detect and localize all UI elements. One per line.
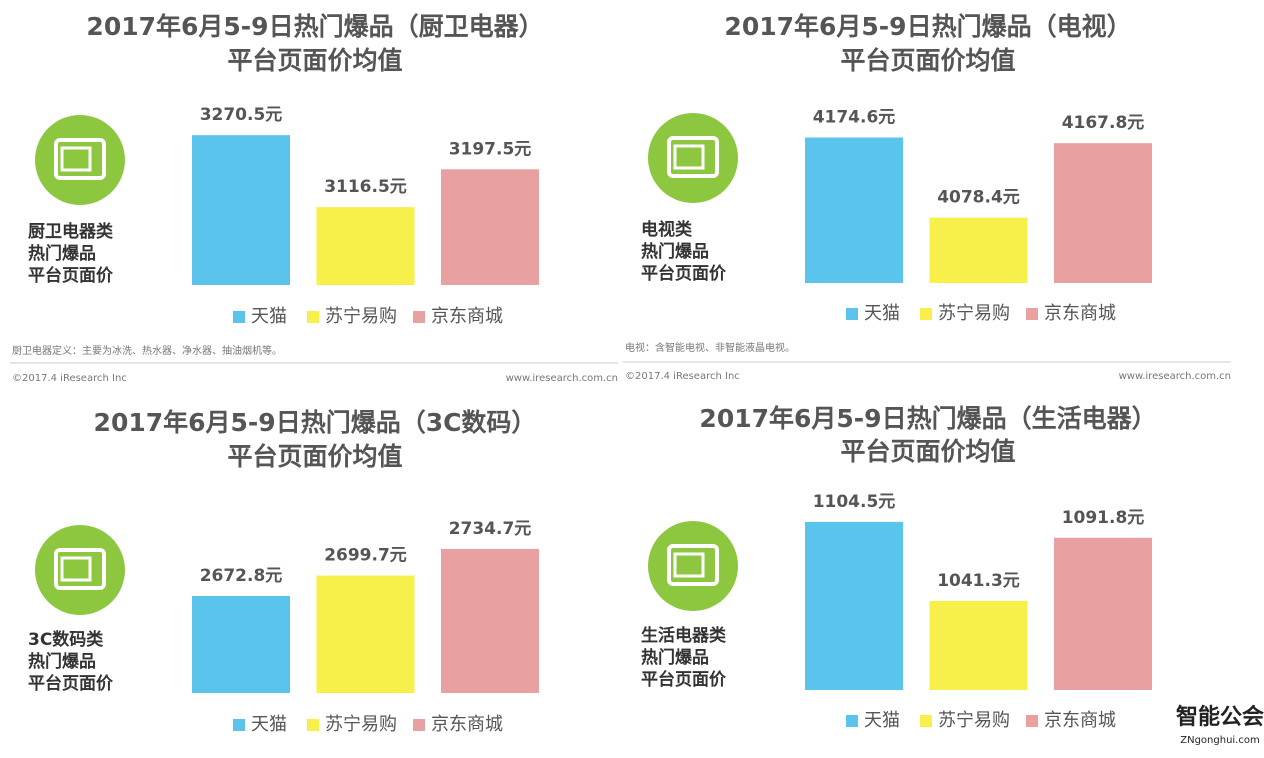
side-label: 生活电器类 bbox=[641, 625, 727, 646]
legend-label: 天猫 bbox=[251, 714, 287, 735]
chart-title: 2017年6月5-9日热门爆品（电视） bbox=[724, 12, 1131, 41]
chart-title: 2017年6月5-9日热门爆品（3C数码） bbox=[94, 408, 537, 437]
value-label: 1041.3元 bbox=[937, 571, 1020, 591]
side-label: 热门爆品 bbox=[28, 243, 96, 264]
legend-swatch bbox=[233, 719, 245, 731]
footnote: 电视：含智能电视、非智能液晶电视。 bbox=[625, 341, 795, 354]
legend-swatch bbox=[413, 311, 425, 323]
side-label: 电视类 bbox=[641, 219, 693, 240]
value-label: 4167.8元 bbox=[1062, 113, 1145, 133]
bar bbox=[441, 169, 539, 285]
bar bbox=[929, 600, 1028, 690]
chart-subtitle: 平台页面价均值 bbox=[840, 437, 1015, 466]
bar bbox=[1054, 143, 1152, 283]
source: ©2017.4 iResearch Inc bbox=[12, 373, 127, 384]
icon-shape bbox=[667, 136, 719, 178]
bar bbox=[929, 217, 1028, 283]
icon-shape bbox=[673, 552, 705, 578]
value-label: 1091.8元 bbox=[1062, 508, 1145, 528]
value-label: 2672.8元 bbox=[200, 566, 283, 586]
value-label: 1104.5元 bbox=[813, 492, 896, 512]
website: www.iresearch.com.cn bbox=[1119, 371, 1231, 382]
value-label: 4078.4元 bbox=[937, 188, 1020, 208]
chart-subtitle: 平台页面价均值 bbox=[840, 46, 1015, 75]
chart-subtitle: 平台页面价均值 bbox=[227, 442, 402, 471]
bar bbox=[316, 207, 415, 285]
legend-swatch bbox=[1026, 715, 1038, 727]
side-label: 厨卫电器类 bbox=[28, 221, 114, 242]
side-label: 平台页面价 bbox=[28, 673, 114, 694]
value-label: 3270.5元 bbox=[200, 105, 283, 125]
bar bbox=[805, 137, 903, 283]
value-label: 4174.6元 bbox=[813, 108, 896, 128]
side-label: 平台页面价 bbox=[641, 669, 727, 690]
legend-swatch bbox=[920, 308, 932, 320]
legend-label: 天猫 bbox=[864, 710, 900, 731]
legend-label: 京东商城 bbox=[1044, 710, 1116, 731]
icon-shape bbox=[60, 556, 92, 582]
side-label: 热门爆品 bbox=[641, 241, 709, 262]
bar bbox=[192, 595, 290, 693]
icon-circle bbox=[648, 521, 738, 611]
legend-swatch bbox=[846, 308, 858, 320]
legend-swatch bbox=[307, 311, 319, 323]
side-label: 3C数码类 bbox=[28, 629, 104, 650]
bar bbox=[1054, 537, 1152, 690]
bar bbox=[316, 575, 415, 693]
watermark-mark: 智能公会 bbox=[1176, 704, 1264, 730]
icon-circle bbox=[35, 115, 125, 205]
legend-swatch bbox=[846, 715, 858, 727]
value-label: 2699.7元 bbox=[324, 546, 407, 566]
side-label: 热门爆品 bbox=[641, 647, 709, 668]
footnote: 厨卫电器定义：主要为冰洗、热水器、净水器、抽油烟机等。 bbox=[12, 344, 282, 357]
chart-subtitle: 平台页面价均值 bbox=[227, 46, 402, 75]
bar bbox=[805, 521, 903, 690]
legend-label: 京东商城 bbox=[431, 306, 503, 327]
legend-label: 天猫 bbox=[864, 303, 900, 324]
side-label: 热门爆品 bbox=[28, 651, 96, 672]
legend-swatch bbox=[307, 719, 319, 731]
legend-swatch bbox=[1026, 308, 1038, 320]
legend-label: 天猫 bbox=[251, 306, 287, 327]
legend-swatch bbox=[413, 719, 425, 731]
chart-title: 2017年6月5-9日热门爆品（厨卫电器） bbox=[86, 12, 543, 41]
bar bbox=[441, 548, 539, 693]
legend-label: 京东商城 bbox=[1044, 303, 1116, 324]
value-label: 3197.5元 bbox=[449, 139, 532, 159]
legend-label: 苏宁易购 bbox=[325, 306, 397, 327]
legend-swatch bbox=[233, 311, 245, 323]
chart-title: 2017年6月5-9日热门爆品（生活电器） bbox=[699, 404, 1156, 433]
side-label: 平台页面价 bbox=[28, 265, 114, 286]
icon-shape bbox=[667, 544, 719, 586]
icon-circle bbox=[35, 525, 125, 615]
icon-shape bbox=[54, 548, 106, 590]
icon-shape bbox=[54, 138, 106, 180]
legend-label: 苏宁易购 bbox=[938, 303, 1010, 324]
icon-circle bbox=[648, 113, 738, 203]
source: ©2017.4 iResearch Inc bbox=[625, 371, 740, 382]
legend-label: 苏宁易购 bbox=[938, 710, 1010, 731]
watermark-url: ZNgonghui.com bbox=[1180, 735, 1259, 746]
legend-swatch bbox=[920, 715, 932, 727]
icon-shape bbox=[673, 144, 705, 170]
website: www.iresearch.com.cn bbox=[506, 373, 618, 384]
value-label: 2734.7元 bbox=[449, 519, 532, 539]
side-label: 平台页面价 bbox=[641, 263, 727, 284]
icon-shape bbox=[60, 146, 92, 172]
legend-label: 京东商城 bbox=[431, 714, 503, 735]
value-label: 3116.5元 bbox=[324, 177, 407, 197]
bar bbox=[192, 135, 290, 285]
legend-label: 苏宁易购 bbox=[325, 714, 397, 735]
